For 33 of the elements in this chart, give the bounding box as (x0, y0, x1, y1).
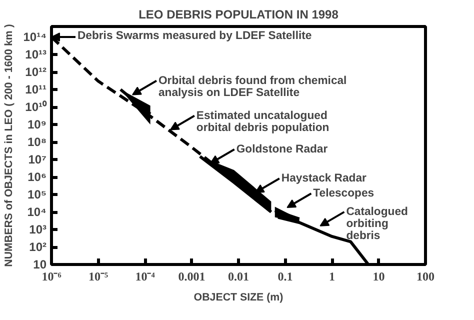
x-tick-label: 100 (416, 270, 434, 284)
x-tick-label: 0.1 (278, 270, 293, 284)
y-tick-label: 10⁷ (28, 152, 47, 167)
x-tick-label: 0.01 (228, 270, 249, 284)
y-tick-label: 10¹² (25, 65, 47, 80)
y-axis-title: NUMBERS of OBJECTS in LEO ( 200 - 1600 km ) (3, 24, 16, 267)
annotation: Orbital debris found from chemical analysis on LDEF Satellite (158, 74, 347, 99)
y-tick-label: 10⁴ (27, 205, 47, 220)
x-tick-label: 1 (329, 270, 335, 284)
y-tick-label: 10⁵ (28, 188, 46, 202)
y-tick-label: 10¹⁰ (25, 100, 48, 114)
y-tick-label: 10 (33, 258, 47, 272)
y-tick-label: 10¹³ (25, 48, 47, 62)
y-tick-label: 10² (29, 240, 47, 254)
annotation: Estimated uncatalogued orbital debris population (196, 110, 330, 134)
annotation: Debris Swarms measured by LDEF Satellite (78, 30, 312, 42)
y-tick-label: 10⁸ (27, 135, 47, 150)
x-tick-label: 10⁻⁶ (42, 270, 62, 284)
x-tick-label: 0.001 (178, 270, 206, 284)
annotation: Catalogued orbiting debris (346, 206, 408, 242)
x-tick-label: 10 (372, 270, 385, 284)
annotation: Haystack Radar (281, 172, 368, 185)
y-tick-label: 10⁶ (28, 170, 46, 184)
x-tick-label: 10⁻⁵ (88, 270, 108, 284)
chart-title: LEO DEBRIS POPULATION IN 1998 (138, 8, 339, 22)
annotation: Goldstone Radar (236, 143, 328, 156)
x-tick-label: 10⁻⁴ (135, 270, 156, 284)
annotation: Telescopes (313, 188, 374, 200)
x-axis-title: OBJECT SIZE (m) (194, 292, 284, 304)
y-tick-label: 10⁹ (27, 118, 47, 132)
y-tick-label: 10¹¹ (25, 82, 47, 97)
y-tick-label: 10³ (29, 222, 47, 237)
y-tick-label: 10¹⁴ (23, 30, 47, 44)
